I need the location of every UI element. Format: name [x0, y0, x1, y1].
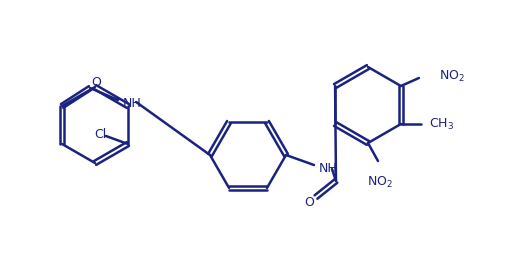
Text: Cl: Cl — [94, 127, 106, 141]
Text: O: O — [303, 197, 314, 209]
Text: NO$_2$: NO$_2$ — [438, 69, 464, 84]
Text: CH$_3$: CH$_3$ — [428, 117, 453, 132]
Text: NH: NH — [123, 96, 142, 109]
Text: NO$_2$: NO$_2$ — [366, 175, 392, 190]
Text: NH: NH — [318, 162, 337, 176]
Text: O: O — [91, 76, 101, 88]
